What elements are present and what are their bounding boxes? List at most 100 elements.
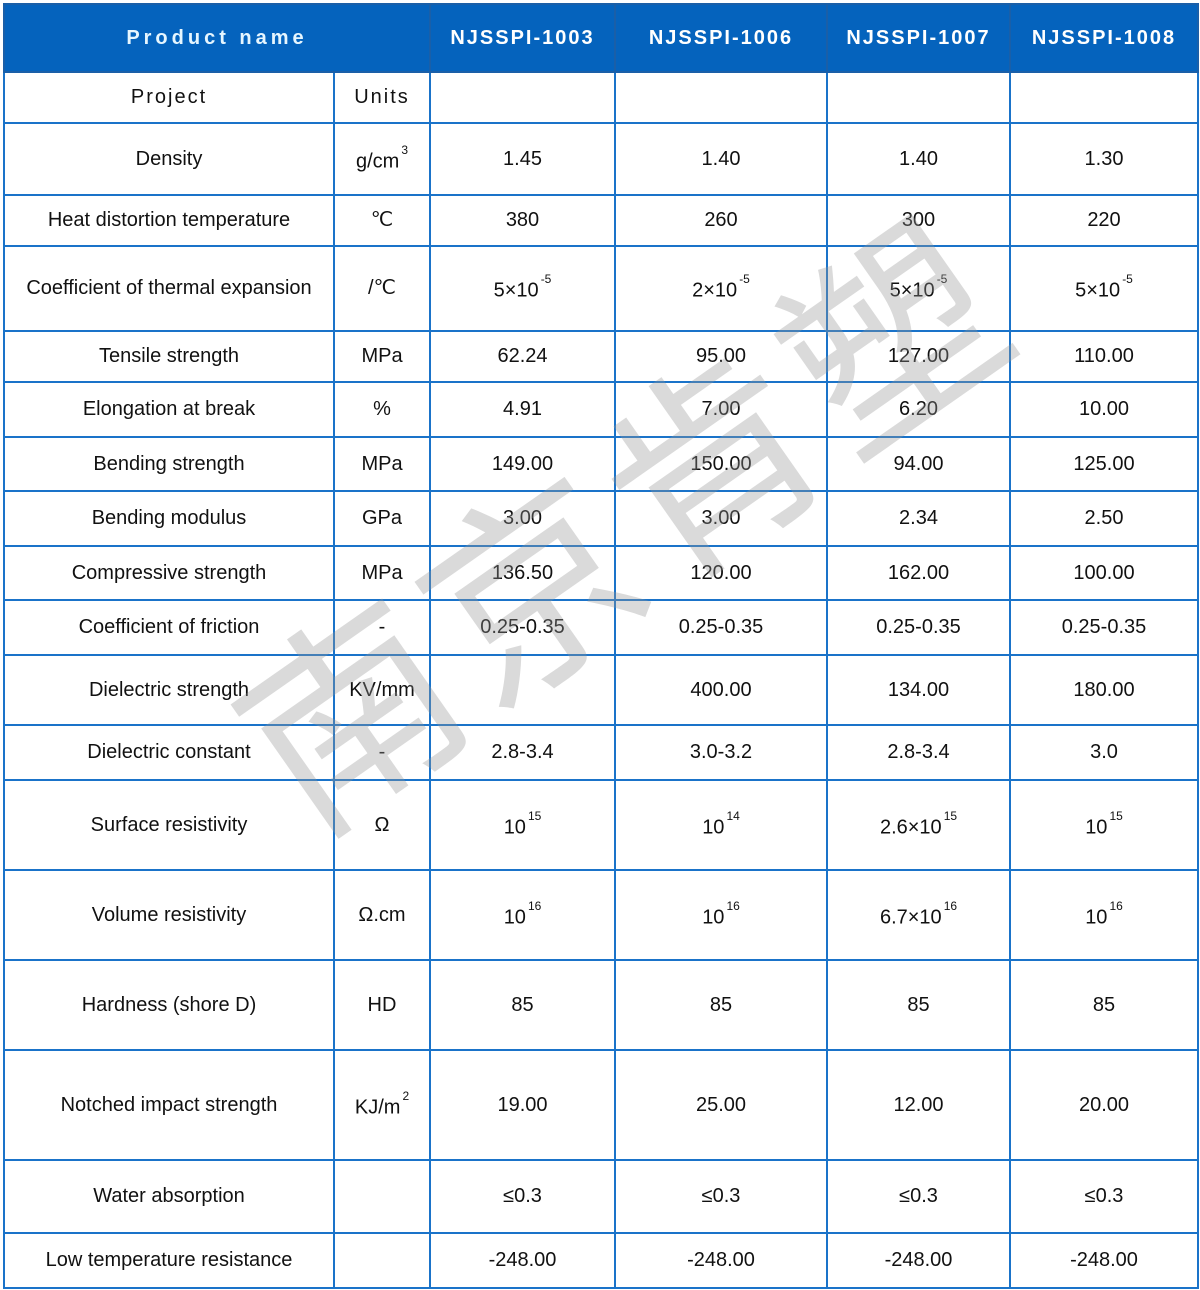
project-header: Project	[3, 71, 335, 124]
value-text: 2.50	[1084, 507, 1124, 529]
value-exponent: -5	[739, 272, 750, 287]
value-cell	[429, 654, 616, 726]
table-row: Dielectric strength KV/mm 400.00 134.00 180.…	[3, 654, 1199, 726]
table-row: Density g/cm3 1.45 1.40 1.40 1.30	[3, 122, 1199, 196]
value-text: 1.45	[503, 147, 542, 170]
project-cell: Tensile strength	[3, 330, 335, 383]
value-cell: 260	[614, 194, 828, 247]
table-row: Coefficient of thermal expansion/℃ 5×10 -5…	[3, 245, 1199, 332]
unit-superscript: 2	[402, 1088, 410, 1103]
unit-text: Ω	[374, 813, 390, 836]
value-cell: 162.00	[826, 545, 1011, 601]
value-cell: 10.00	[1009, 381, 1199, 438]
value-text: 149.00	[491, 452, 554, 475]
table-row: Low temperature resistance -248.00 -248.00…	[3, 1232, 1199, 1289]
project-cell: Dielectric strength	[3, 654, 335, 726]
value-cell: 400.00	[614, 654, 828, 726]
value-exponent: 16	[726, 898, 740, 913]
project-cell: Elongation at break	[3, 381, 335, 438]
value-text: -248.00	[884, 1249, 953, 1271]
value-cell: -248.00	[1009, 1232, 1199, 1289]
value-text: ≤0.3	[899, 1185, 938, 1207]
header-row: Product name NJSSPI-1003 NJSSPI-1006 NJS…	[3, 3, 1199, 73]
unit-text: Ω.cm	[358, 903, 406, 926]
value-text: 125.00	[1073, 452, 1135, 475]
project-cell: Bending strength	[3, 436, 335, 492]
product-header: NJSSPI-1003	[429, 3, 616, 73]
unit-cell: -	[333, 599, 431, 656]
value-cell: 2.8-3.4	[826, 724, 1011, 781]
unit-cell	[333, 1232, 431, 1289]
value-exponent: 16	[1109, 898, 1123, 913]
table-row: Coefficient of friction - 0.25-0.35 0.25-0.…	[3, 599, 1199, 656]
value-text: 10	[503, 906, 526, 929]
value-text: 2.6×10	[879, 816, 942, 839]
unit-cell: %	[333, 381, 431, 438]
product-name-header: Product name	[3, 3, 431, 73]
unit-text: MPa	[361, 561, 403, 584]
value-cell: 136.50	[429, 545, 616, 601]
project-cell: Surface resistivity	[3, 779, 335, 871]
value-text: 180.00	[1073, 678, 1135, 701]
value-cell: 25.00	[614, 1049, 828, 1161]
project-cell: Density	[3, 122, 335, 196]
value-text: 85	[907, 993, 930, 1016]
value-cell: 0.25-0.35	[429, 599, 616, 656]
value-text: 380	[505, 209, 540, 231]
value-text: 220	[1087, 209, 1121, 231]
value-cell: 1016	[429, 869, 616, 961]
value-cell: 1015	[1009, 779, 1199, 871]
project-cell: Hardness (shore D)	[3, 959, 335, 1051]
empty-cell	[1009, 71, 1199, 124]
unit-cell: /℃	[333, 245, 431, 332]
table-row: Tensile strength MPa 62.24 95.00 127.00 110.0…	[3, 330, 1199, 383]
unit-text: %	[373, 398, 391, 420]
value-cell: 0.25-0.35	[1009, 599, 1199, 656]
project-cell: Water absorption	[3, 1159, 335, 1234]
table-row: Heat distortion temperature ℃ 380 260 300 220	[3, 194, 1199, 247]
unit-text: -	[378, 741, 386, 763]
value-exponent: 15	[943, 808, 958, 823]
value-exponent: -5	[936, 272, 948, 287]
value-text: 19.00	[497, 1093, 548, 1116]
project-cell: Coefficient of thermal expansion	[3, 245, 335, 332]
value-cell: 0.25-0.35	[614, 599, 828, 656]
empty-cell	[826, 71, 1011, 124]
value-text: 5×10	[1075, 279, 1121, 302]
value-cell: 3.00	[429, 490, 616, 547]
value-cell: 2.8-3.4	[429, 724, 616, 781]
table-row: Compressive strength MPa 136.50 120.00 162.0…	[3, 545, 1199, 601]
value-cell: 2×10-5	[614, 245, 828, 332]
unit-cell: MPa	[333, 545, 431, 601]
value-exponent: 16	[943, 898, 958, 913]
value-cell: 3.00	[614, 490, 828, 547]
value-text: 10.00	[1078, 398, 1130, 420]
value-text: 10	[1085, 906, 1108, 929]
value-text: 0.25-0.35	[678, 616, 764, 638]
value-text: 134.00	[887, 678, 950, 701]
value-text: 136.50	[491, 561, 554, 584]
value-cell: 100.00	[1009, 545, 1199, 601]
value-text: ≤0.3	[1084, 1185, 1124, 1207]
value-text: 94.00	[893, 452, 944, 475]
table-row: Elongation at break% 4.91 7.00 6.20 10.00	[3, 381, 1199, 438]
value-text: 162.00	[887, 561, 950, 584]
unit-cell: -	[333, 724, 431, 781]
unit-text: MPa	[361, 452, 403, 475]
value-text: 2×10	[692, 279, 738, 302]
value-text: -248.00	[488, 1249, 557, 1271]
value-cell: 0.25-0.35	[826, 599, 1011, 656]
value-cell: 120.00	[614, 545, 828, 601]
value-cell: 94.00	[826, 436, 1011, 492]
table-row: Hardness (shore D) HD 85 85 85 85	[3, 959, 1199, 1051]
value-cell: 62.24	[429, 330, 616, 383]
value-cell: 6.20	[826, 381, 1011, 438]
unit-text: ℃	[370, 209, 394, 231]
project-cell: Bending modulus	[3, 490, 335, 547]
value-cell: 85	[429, 959, 616, 1051]
value-text: ≤0.3	[503, 1185, 542, 1207]
value-cell: 180.00	[1009, 654, 1199, 726]
table-row: Surface resistivity Ω 1015 1014 2.6×1015 1015	[3, 779, 1199, 871]
value-text: 5×10	[493, 279, 539, 302]
empty-cell	[429, 71, 616, 124]
